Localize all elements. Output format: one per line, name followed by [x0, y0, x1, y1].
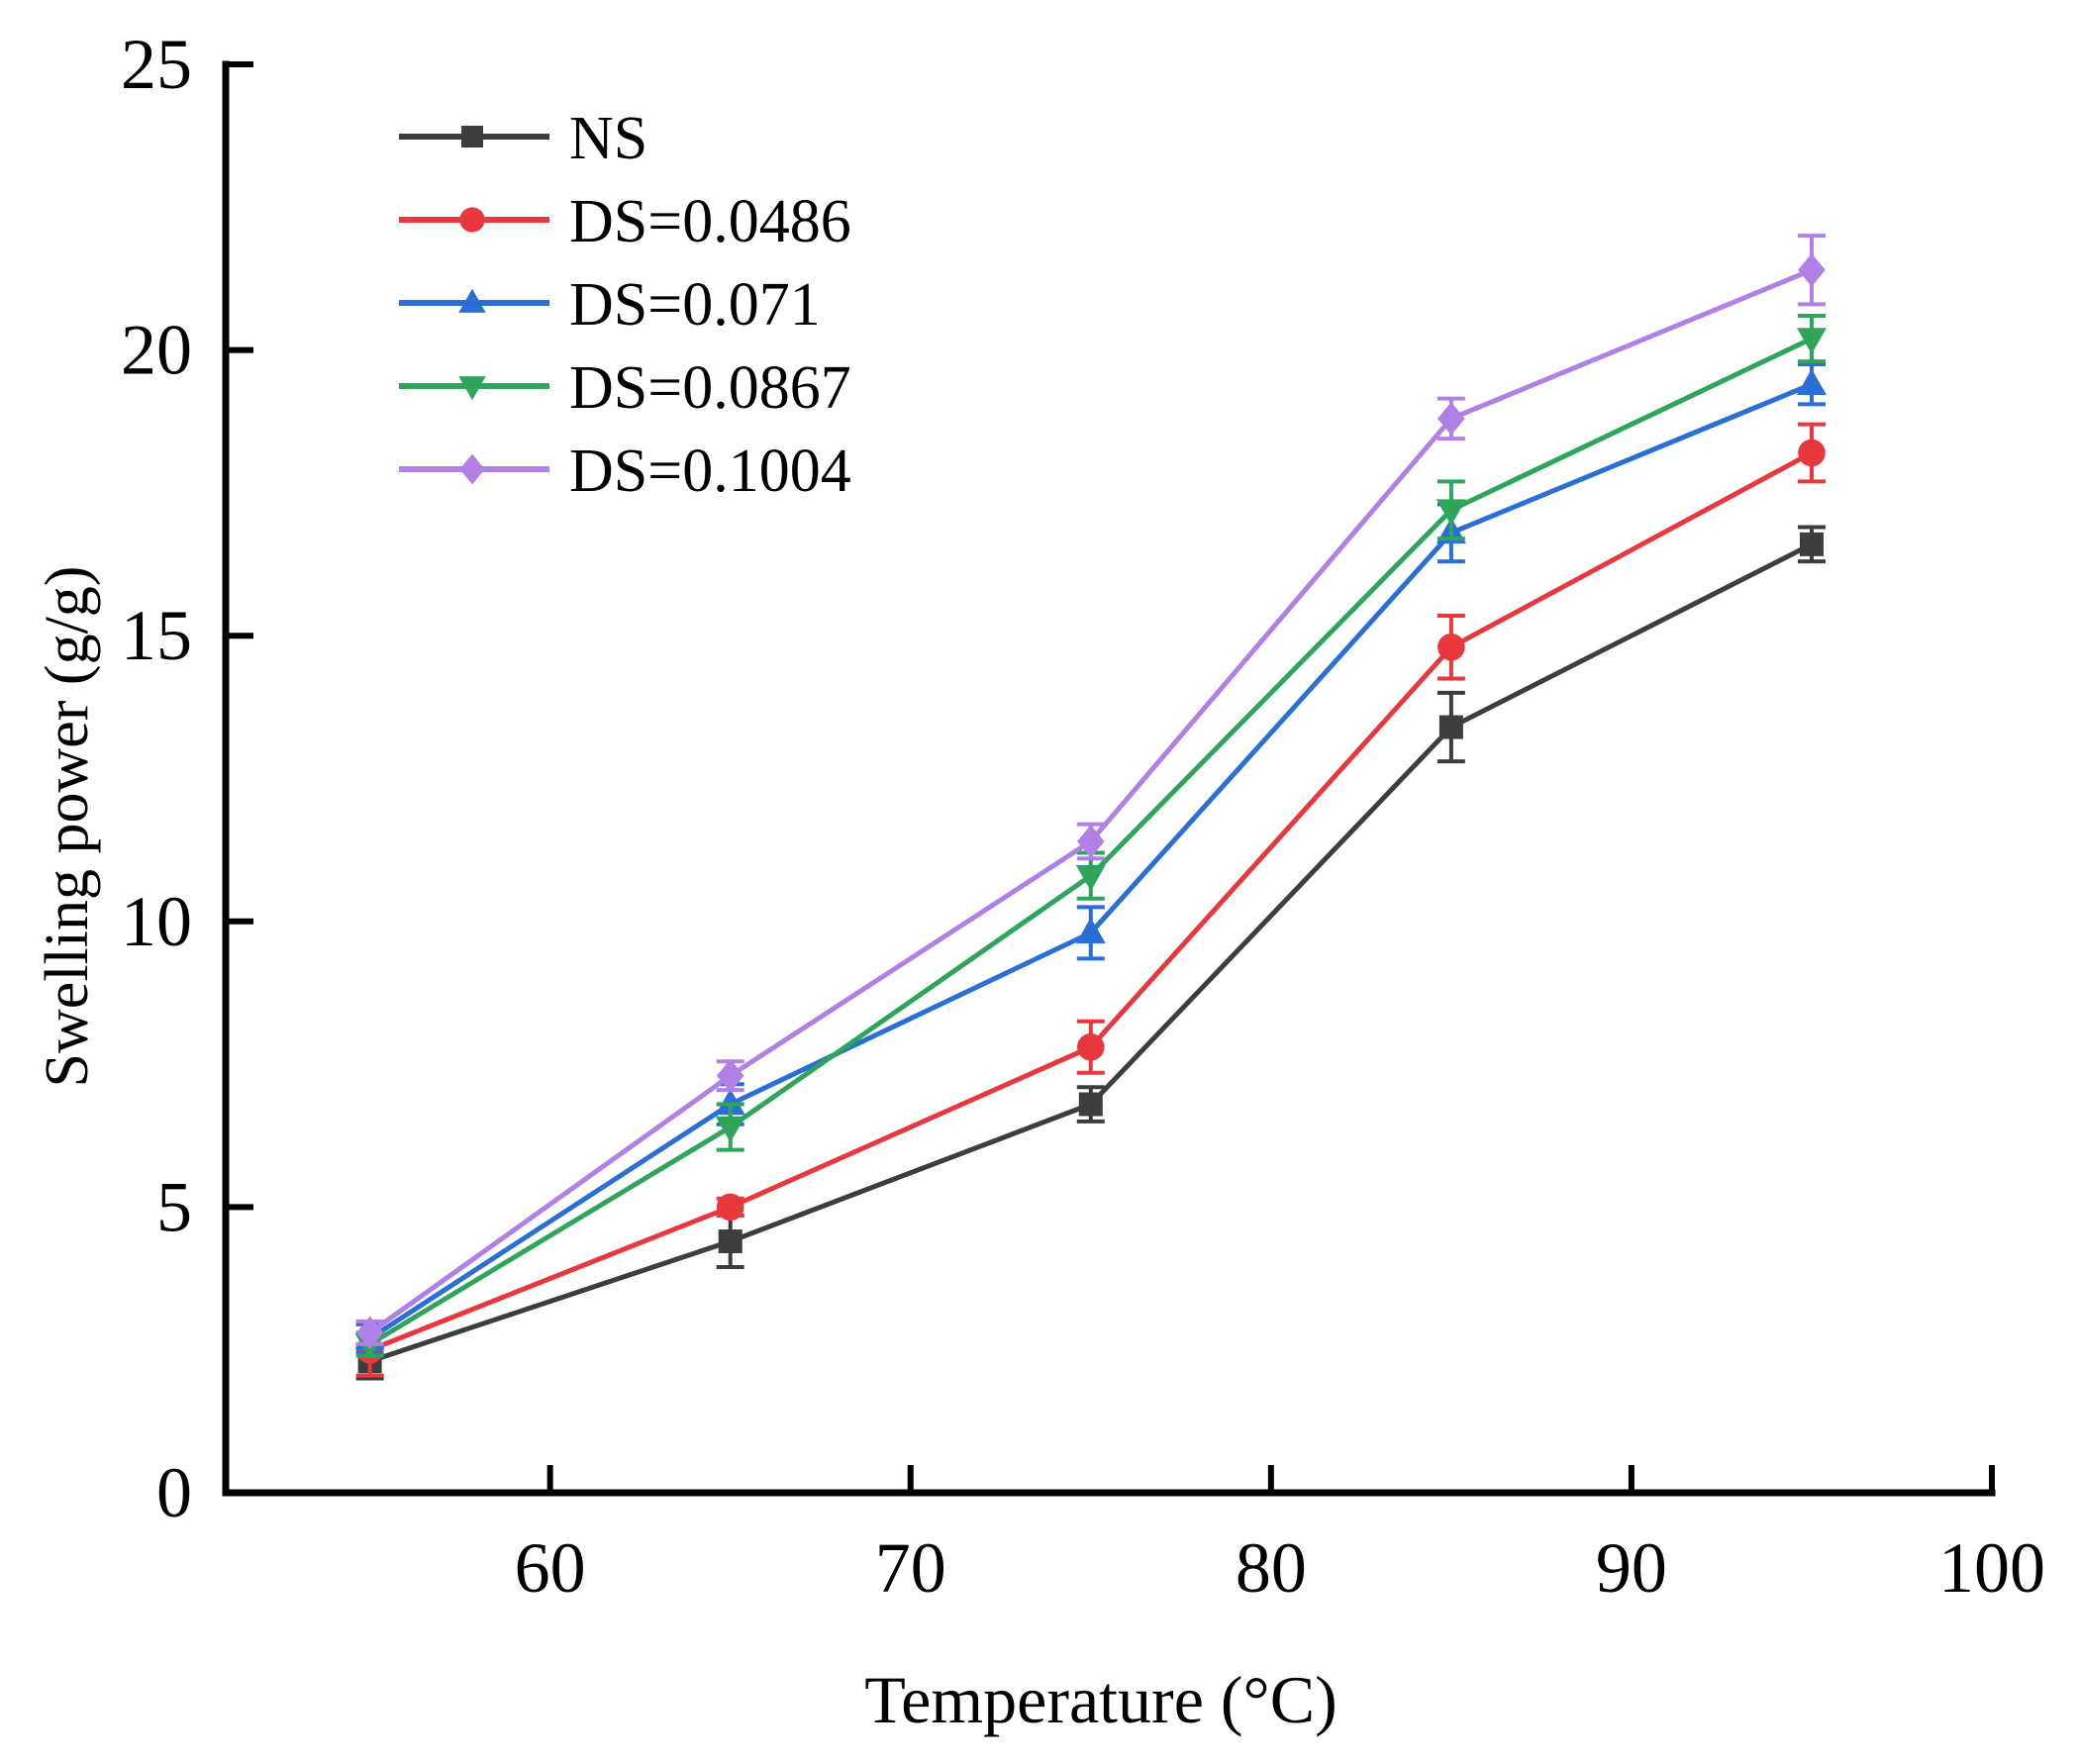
x-tick-label-100: 100 — [1938, 1528, 2045, 1608]
data-point-2-1 — [715, 1088, 745, 1116]
data-point-4-2 — [1076, 825, 1105, 858]
y-tick-label-15: 15 — [121, 596, 192, 675]
data-point-1-2 — [1076, 1032, 1105, 1061]
axes: 0 5 10 15 20 25 60 70 80 90 100 — [121, 25, 2045, 1608]
series-layer — [354, 234, 1827, 1381]
legend-marker-1 — [459, 207, 485, 233]
data-point-1-4 — [1798, 439, 1826, 467]
series-4 — [355, 234, 1826, 1350]
x-axis-title: Temperature (°C) — [864, 1662, 1336, 1737]
data-point-4-4 — [1798, 252, 1826, 287]
legend-label-0: NS — [569, 105, 647, 172]
data-point-2-4 — [1796, 368, 1827, 396]
legend-marker-0 — [461, 126, 483, 147]
data-point-0-3 — [1438, 715, 1463, 739]
x-tick-label-70: 70 — [875, 1528, 946, 1608]
x-tick-label-60: 60 — [515, 1528, 586, 1608]
data-point-1-3 — [1437, 633, 1465, 661]
y-tick-label-20: 20 — [121, 311, 192, 390]
data-point-3-3 — [1436, 499, 1466, 526]
data-point-3-2 — [1075, 864, 1106, 892]
y-axis-title: Swelling power (g/g) — [34, 566, 101, 1088]
data-point-4-0 — [355, 1316, 384, 1350]
series-line-4 — [368, 267, 1813, 1335]
data-point-3-1 — [715, 1116, 745, 1143]
x-tick-label-80: 80 — [1236, 1528, 1307, 1608]
legend-label-4: DS=0.1004 — [569, 438, 851, 505]
legend: NS DS=0.0486 DS=0.071 DS=0.0867 DS=0.1004 — [399, 105, 851, 505]
y-tick-label-10: 10 — [121, 882, 192, 961]
y-tick-label-0: 0 — [156, 1453, 192, 1532]
x-tick-label-90: 90 — [1596, 1528, 1667, 1608]
data-point-0-4 — [1799, 532, 1824, 556]
legend-marker-2 — [458, 288, 486, 313]
legend-label-1: DS=0.0486 — [569, 188, 851, 255]
data-point-0-1 — [718, 1229, 742, 1254]
data-point-4-3 — [1437, 402, 1465, 436]
y-tick-label-5: 5 — [156, 1167, 192, 1246]
data-point-0-2 — [1078, 1092, 1103, 1117]
legend-marker-4 — [459, 453, 485, 485]
legend-marker-3 — [458, 376, 486, 401]
series-0 — [355, 525, 1826, 1381]
legend-label-3: DS=0.0867 — [569, 354, 851, 422]
legend-label-2: DS=0.071 — [569, 271, 821, 339]
data-point-4-1 — [716, 1058, 744, 1093]
data-point-2-2 — [1075, 917, 1106, 944]
data-point-3-4 — [1796, 328, 1827, 354]
y-tick-label-25: 25 — [121, 25, 192, 104]
data-point-1-1 — [716, 1193, 744, 1222]
